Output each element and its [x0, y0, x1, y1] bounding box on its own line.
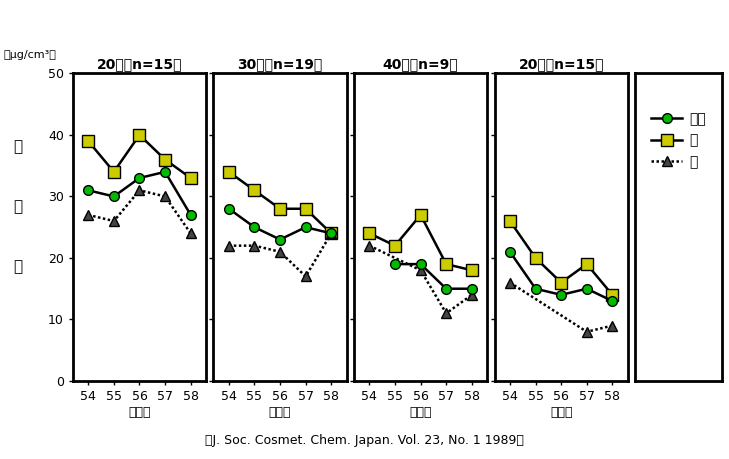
X-axis label: （年）: （年） — [128, 406, 151, 419]
X-axis label: （年）: （年） — [269, 406, 292, 419]
Text: （μg/cm³）: （μg/cm³） — [4, 50, 57, 60]
Text: 皮: 皮 — [14, 140, 23, 154]
Legend: 年間, 夏, 冬: 年間, 夏, 冬 — [644, 105, 712, 176]
Title: 20代（n=15）: 20代（n=15） — [518, 57, 604, 71]
Title: 30代（n=19）: 30代（n=19） — [238, 57, 323, 71]
X-axis label: （年）: （年） — [410, 406, 432, 419]
X-axis label: （年）: （年） — [550, 406, 572, 419]
Text: 量: 量 — [14, 259, 23, 274]
Text: （J. Soc. Cosmet. Chem. Japan. Vol. 23, No. 1 1989）: （J. Soc. Cosmet. Chem. Japan. Vol. 23, N… — [205, 434, 524, 447]
Title: 20代（n=15）: 20代（n=15） — [97, 57, 182, 71]
Text: 脂: 脂 — [14, 199, 23, 214]
Title: 40代（n=9）: 40代（n=9） — [383, 57, 459, 71]
